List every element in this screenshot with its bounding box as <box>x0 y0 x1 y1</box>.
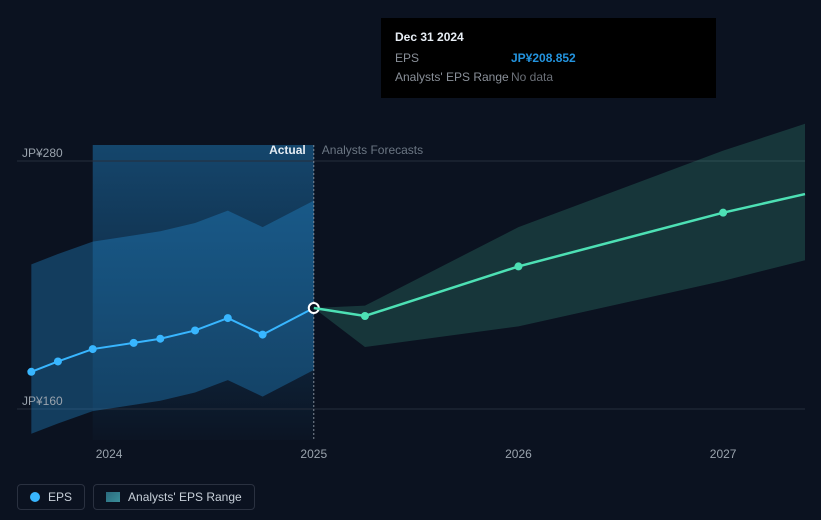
tooltip-value: No data <box>511 68 553 87</box>
legend-dot-icon <box>30 492 40 502</box>
chart-tooltip: Dec 31 2024 EPS JP¥208.852 Analysts' EPS… <box>381 18 716 98</box>
eps-forecast-chart: Dec 31 2024 EPS JP¥208.852 Analysts' EPS… <box>0 0 821 520</box>
legend-label: EPS <box>48 490 72 504</box>
legend: EPS Analysts' EPS Range <box>17 484 255 510</box>
svg-text:2024: 2024 <box>96 447 123 461</box>
legend-item-range[interactable]: Analysts' EPS Range <box>93 484 255 510</box>
svg-text:JP¥280: JP¥280 <box>22 146 63 160</box>
tooltip-label: EPS <box>395 49 511 68</box>
legend-item-eps[interactable]: EPS <box>17 484 85 510</box>
svg-text:2027: 2027 <box>710 447 737 461</box>
legend-label: Analysts' EPS Range <box>128 490 242 504</box>
tooltip-label: Analysts' EPS Range <box>395 68 511 87</box>
tooltip-value: JP¥208.852 <box>511 49 576 68</box>
tooltip-date: Dec 31 2024 <box>395 28 702 47</box>
legend-swatch-icon <box>106 492 120 502</box>
svg-text:Actual: Actual <box>269 143 306 157</box>
svg-text:JP¥160: JP¥160 <box>22 394 63 408</box>
svg-text:Analysts Forecasts: Analysts Forecasts <box>322 143 423 157</box>
svg-text:2026: 2026 <box>505 447 532 461</box>
svg-text:2025: 2025 <box>300 447 327 461</box>
